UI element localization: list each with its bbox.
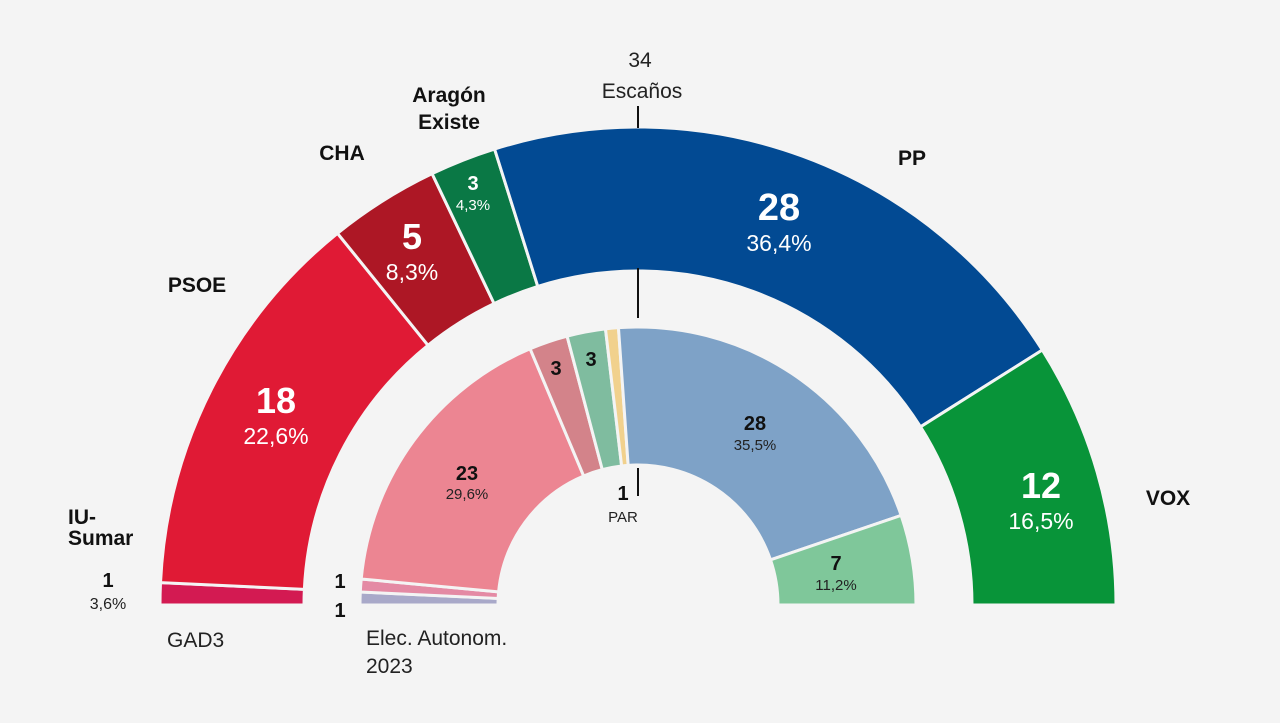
series-label-autonom-2: 2023 xyxy=(366,655,413,678)
seats-vox: 12 xyxy=(1021,465,1061,506)
party-label-iu-1: IU- xyxy=(68,506,96,529)
gad3-ring xyxy=(158,125,1118,607)
pct-aragon: 4,3% xyxy=(456,197,490,214)
seats-inner-par: 1 xyxy=(617,483,628,505)
autonom-segment-2 xyxy=(359,346,586,594)
seats-pp: 28 xyxy=(758,187,800,229)
series-label-gad3: GAD3 xyxy=(167,629,224,652)
seats-cha: 5 xyxy=(402,216,422,257)
gad3-segment-5 xyxy=(918,347,1118,607)
seats-inner-vox: 7 xyxy=(830,553,841,575)
autonom-segment-7 xyxy=(768,513,918,607)
seats-aragon: 3 xyxy=(467,173,478,195)
autonom-2023-ring xyxy=(358,325,918,607)
seats-inner-aragon: 3 xyxy=(585,349,596,371)
majority-text: Escaños xyxy=(602,80,683,103)
seats-inner-pp: 28 xyxy=(744,413,766,435)
seats-inner-purple: 1 xyxy=(334,600,345,622)
seats-inner-pink: 1 xyxy=(334,571,345,593)
pct-psoe: 22,6% xyxy=(243,423,308,449)
autonom-segment-6 xyxy=(616,325,904,562)
seats-inner-psoe: 23 xyxy=(456,463,478,485)
party-label-psoe: PSOE xyxy=(168,274,226,297)
pct-vox: 16,5% xyxy=(1008,508,1073,534)
party-label-iu: Sumar xyxy=(68,527,133,550)
pct-inner-psoe: 29,6% xyxy=(446,486,489,503)
gad3-segment-4 xyxy=(492,125,1045,429)
pct-pp: 36,4% xyxy=(746,230,811,256)
pct-inner-pp: 35,5% xyxy=(734,437,777,454)
majority-value: 34 xyxy=(628,49,652,72)
party-label-cha: CHA xyxy=(319,142,365,165)
seats-iu: 1 xyxy=(102,570,113,592)
pct-inner-vox: 11,2% xyxy=(815,577,856,594)
pct-iu: 3,6% xyxy=(90,596,126,613)
seats-psoe: 18 xyxy=(256,380,296,421)
label-inner-par: PAR xyxy=(608,509,638,526)
party-label-existe: Existe xyxy=(418,111,480,134)
pct-cha: 8,3% xyxy=(386,259,438,285)
party-label-pp: PP xyxy=(898,147,926,170)
seats-inner-cha: 3 xyxy=(550,358,561,380)
party-label-vox: VOX xyxy=(1146,487,1190,510)
series-label-autonom-1: Elec. Autonom. xyxy=(366,627,507,650)
party-label-aragon: Aragón xyxy=(412,84,486,107)
